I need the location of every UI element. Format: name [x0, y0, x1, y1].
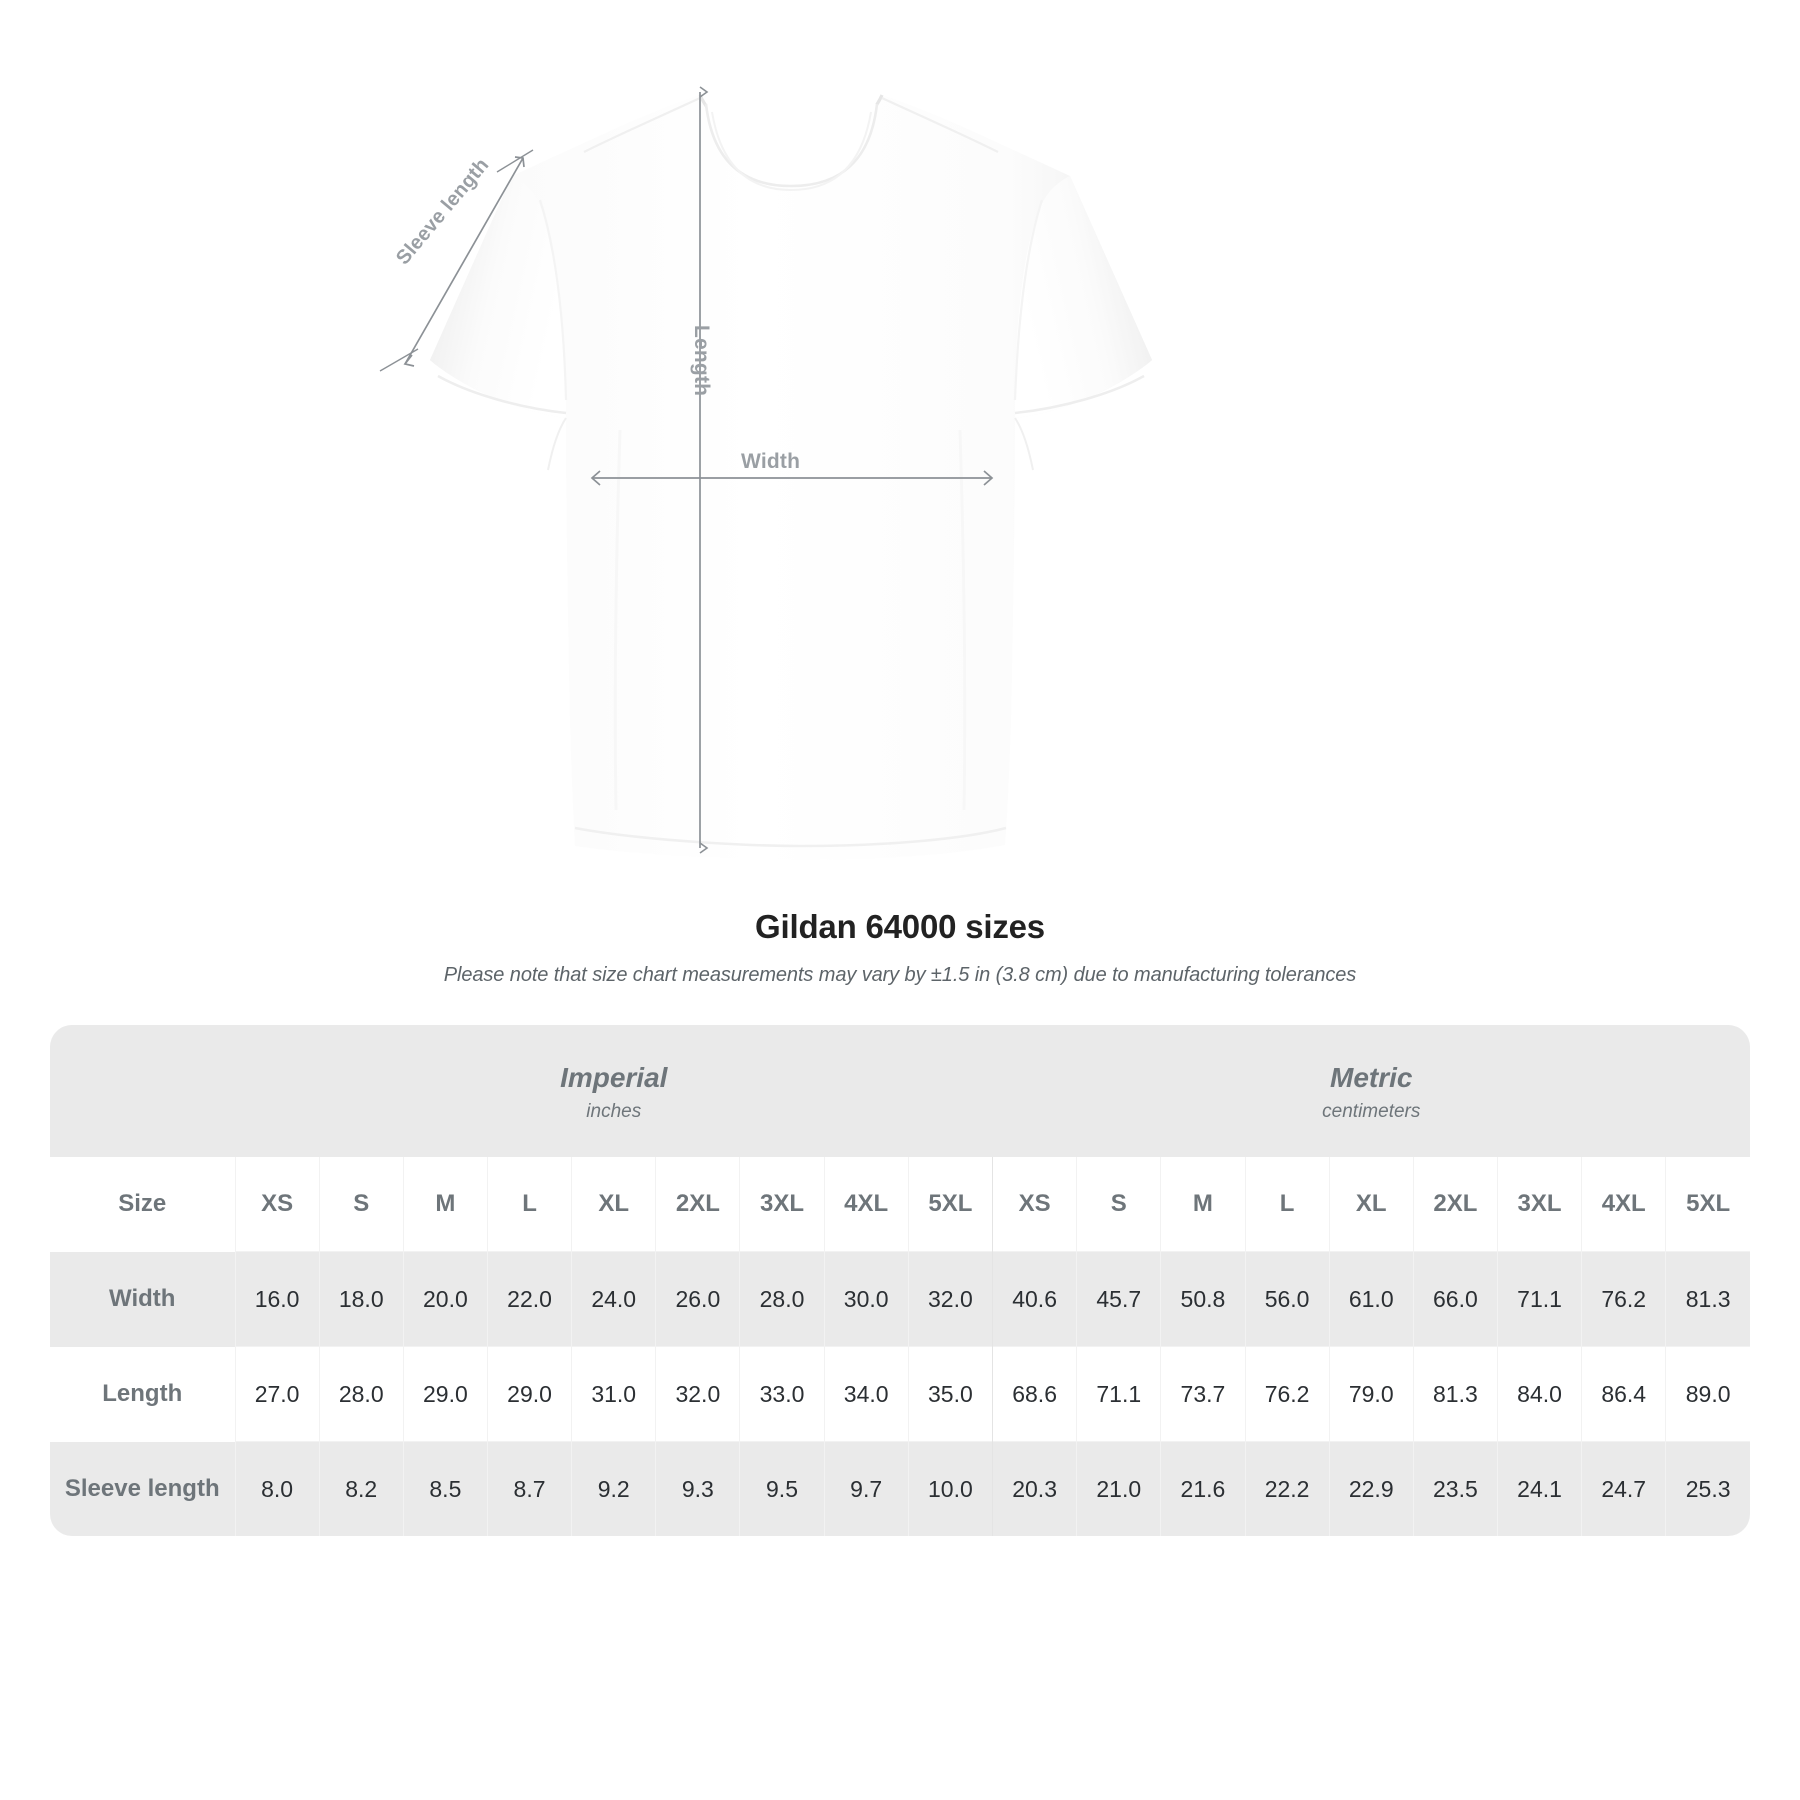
cell-sleeve-length-imperial-s: 8.2: [318, 1441, 404, 1536]
cell-width-metric-xl: 61.0: [1328, 1251, 1414, 1347]
cell-sleeve-length-metric-s: 21.0: [1076, 1441, 1161, 1536]
imperial-name: Imperial: [560, 1061, 668, 1093]
cell-length-imperial-l: 29.0: [486, 1346, 572, 1442]
sleeve-length-arrow: [404, 157, 524, 365]
unit-header-row: Imperial inches Metric centimeters: [50, 1025, 1751, 1157]
cell-width-imperial-l: 22.0: [486, 1251, 572, 1347]
row-label-sleeve-length: Sleeve length: [50, 1441, 235, 1536]
cell-length-imperial-xs: 27.0: [234, 1346, 320, 1442]
size-chart-table-wrapper: Imperial inches Metric centimeters Size …: [50, 1025, 1751, 1536]
cell-length-imperial-5xl: 35.0: [907, 1346, 993, 1442]
table-row-length: Length 27.0 28.0 29.0 29.0 31.0 32.0 33.0 34.0 3…: [50, 1346, 1751, 1442]
tshirt-illustration: [379, 86, 1152, 860]
imperial-unit: inches: [586, 1100, 642, 1122]
cell-size-metric-m: M: [1160, 1157, 1245, 1252]
cell-sleeve-length-imperial-5xl: 10.0: [907, 1441, 993, 1536]
width-label: Width: [741, 450, 801, 473]
cell-sleeve-length-metric-xl: 22.9: [1328, 1441, 1414, 1536]
cell-sleeve-length-metric-4xl: 24.7: [1581, 1441, 1666, 1536]
cell-sleeve-length-metric-3xl: 24.1: [1496, 1441, 1582, 1536]
tolerance-note: Please note that size chart measurements…: [443, 964, 1357, 986]
cell-sleeve-length-imperial-xs: 8.0: [234, 1441, 320, 1536]
cell-width-metric-2xl: 66.0: [1412, 1251, 1498, 1347]
cell-length-metric-l: 76.2: [1244, 1346, 1330, 1442]
cell-size-imperial-4xl: 4XL: [823, 1157, 909, 1252]
cell-size-metric-2xl: 2XL: [1412, 1157, 1498, 1252]
cell-width-imperial-xs: 16.0: [234, 1251, 320, 1347]
cell-length-imperial-xl: 31.0: [571, 1346, 656, 1442]
cell-width-metric-5xl: 81.3: [1665, 1251, 1751, 1347]
cell-width-metric-xs: 40.6: [992, 1251, 1077, 1347]
cell-sleeve-length-imperial-m: 8.5: [402, 1441, 488, 1536]
unit-header-metric: Metric centimeters: [992, 1025, 1751, 1157]
cell-size-metric-xl: XL: [1328, 1157, 1414, 1252]
cell-size-metric-l: L: [1244, 1157, 1330, 1252]
table-row-width: Width 16.0 18.0 20.0 22.0 24.0 26.0 28.0 30.0 32…: [50, 1251, 1751, 1347]
table-row-size: Size XS S M L XL 2XL 3XL 4XL 5XL XS S M L XL 2XL 3XL 4XL…: [50, 1157, 1751, 1252]
metric-name: Metric: [1330, 1061, 1413, 1093]
size-chart-table: Imperial inches Metric centimeters Size …: [50, 1025, 1751, 1536]
cell-sleeve-length-imperial-xl: 9.2: [571, 1441, 656, 1536]
cell-length-imperial-2xl: 32.0: [655, 1346, 740, 1442]
unit-header-blank: [50, 1025, 235, 1157]
metric-unit: centimeters: [1322, 1100, 1421, 1122]
cell-sleeve-length-metric-m: 21.6: [1160, 1441, 1245, 1536]
cell-sleeve-length-metric-5xl: 25.3: [1665, 1441, 1751, 1536]
cell-width-metric-l: 56.0: [1244, 1251, 1330, 1347]
cell-length-metric-xl: 79.0: [1328, 1346, 1414, 1442]
tshirt-diagram: Sleeve length Length Width: [379, 86, 1152, 860]
cell-size-metric-xs: XS: [992, 1157, 1077, 1252]
table-row-sleeve-length: Sleeve length 8.0 8.2 8.5 8.7 9.2 9.3 9.5 9.7 10…: [50, 1441, 1751, 1536]
cell-width-metric-m: 50.8: [1160, 1251, 1245, 1347]
measurement-arrows: [379, 86, 994, 854]
cell-size-imperial-xs: XS: [234, 1157, 320, 1252]
cell-length-imperial-m: 29.0: [402, 1346, 488, 1442]
cell-size-imperial-m: M: [402, 1157, 488, 1252]
cell-length-metric-3xl: 84.0: [1496, 1346, 1582, 1442]
length-label: Length: [690, 325, 713, 397]
cell-length-metric-2xl: 81.3: [1412, 1346, 1498, 1442]
title-block: Gildan 64000 sizes Please note that size…: [0, 908, 1800, 987]
cell-size-imperial-2xl: 2XL: [655, 1157, 740, 1252]
cell-width-imperial-3xl: 28.0: [739, 1251, 825, 1347]
cell-size-metric-5xl: 5XL: [1665, 1157, 1751, 1252]
row-label-width: Width: [50, 1251, 235, 1347]
cell-length-metric-xs: 68.6: [992, 1346, 1077, 1442]
row-label-size: Size: [50, 1157, 235, 1252]
cell-length-metric-4xl: 86.4: [1581, 1346, 1666, 1442]
cell-width-metric-4xl: 76.2: [1581, 1251, 1666, 1347]
cell-sleeve-length-metric-l: 22.2: [1244, 1441, 1330, 1536]
cell-width-imperial-m: 20.0: [402, 1251, 488, 1347]
cell-length-metric-s: 71.1: [1076, 1346, 1161, 1442]
cell-length-imperial-s: 28.0: [318, 1346, 404, 1442]
cell-length-imperial-3xl: 33.0: [739, 1346, 825, 1442]
cell-sleeve-length-metric-2xl: 23.5: [1412, 1441, 1498, 1536]
cell-size-metric-4xl: 4XL: [1581, 1157, 1666, 1252]
cell-width-imperial-5xl: 32.0: [907, 1251, 993, 1347]
cell-width-imperial-2xl: 26.0: [655, 1251, 740, 1347]
page-title: Gildan 64000 sizes: [755, 908, 1045, 945]
cell-size-metric-3xl: 3XL: [1496, 1157, 1582, 1252]
cell-size-imperial-xl: XL: [571, 1157, 656, 1252]
row-label-length: Length: [50, 1346, 235, 1442]
cell-sleeve-length-imperial-4xl: 9.7: [823, 1441, 909, 1536]
cell-sleeve-length-imperial-2xl: 9.3: [655, 1441, 740, 1536]
cell-width-imperial-4xl: 30.0: [823, 1251, 909, 1347]
cell-width-metric-s: 45.7: [1076, 1251, 1161, 1347]
cell-size-imperial-s: S: [318, 1157, 404, 1252]
cell-size-imperial-3xl: 3XL: [739, 1157, 825, 1252]
cell-length-imperial-4xl: 34.0: [823, 1346, 909, 1442]
cell-width-imperial-xl: 24.0: [571, 1251, 656, 1347]
cell-sleeve-length-imperial-3xl: 9.5: [739, 1441, 825, 1536]
cell-sleeve-length-imperial-l: 8.7: [486, 1441, 572, 1536]
cell-length-metric-5xl: 89.0: [1665, 1346, 1751, 1442]
cell-sleeve-length-metric-xs: 20.3: [992, 1441, 1077, 1536]
cell-size-imperial-5xl: 5XL: [907, 1157, 993, 1252]
cell-length-metric-m: 73.7: [1160, 1346, 1245, 1442]
cell-width-imperial-s: 18.0: [318, 1251, 404, 1347]
cell-size-imperial-l: L: [486, 1157, 572, 1252]
cell-width-metric-3xl: 71.1: [1496, 1251, 1582, 1347]
unit-header-imperial: Imperial inches: [235, 1025, 993, 1157]
cell-size-metric-s: S: [1076, 1157, 1161, 1252]
